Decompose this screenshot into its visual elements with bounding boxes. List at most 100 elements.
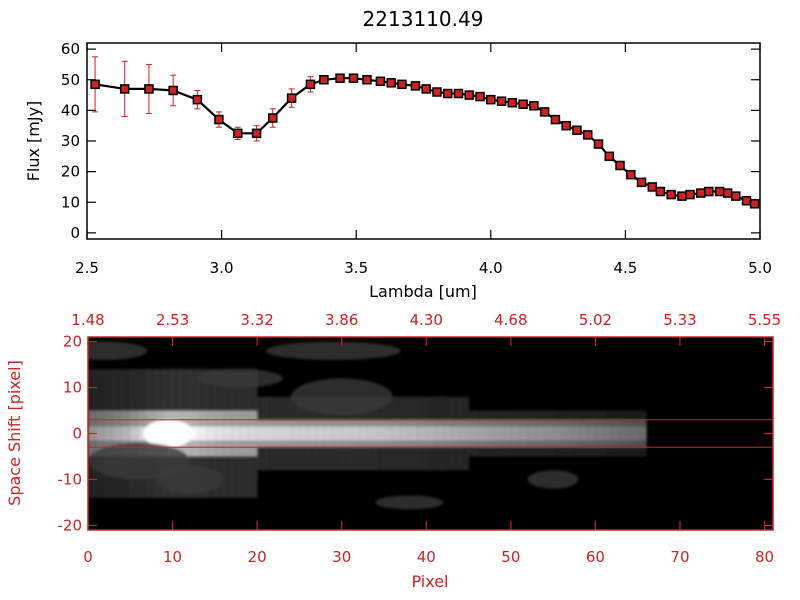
data-point: [685, 189, 695, 200]
data-point: [432, 87, 442, 97]
emission-trace: [88, 341, 647, 510]
spectrum-axes: [86, 42, 761, 240]
data-point: [741, 195, 752, 206]
image-y-tick-label: -20: [58, 516, 83, 534]
spectrum-x-axis-label: Lambda [um]: [369, 282, 477, 301]
data-point: [464, 90, 475, 100]
spectrum-y-tick-label: 0: [70, 224, 80, 242]
spectrum-x-tick-label: 3.5: [344, 259, 368, 277]
image-top-tick-label: 5.33: [663, 311, 696, 329]
image-x-tick-label: 0: [83, 548, 93, 566]
spectrum-x-tick-label: 4.5: [613, 259, 637, 277]
data-point: [604, 151, 614, 162]
data-point: [319, 75, 329, 85]
data-point: [615, 160, 625, 171]
spectrum-y-tick-label: 60: [61, 40, 80, 58]
data-point: [496, 96, 507, 106]
data-point: [626, 169, 636, 180]
data-point: [677, 191, 687, 201]
chart-title: 2213110.49: [363, 7, 484, 31]
image-x-tick-label: 60: [586, 548, 605, 566]
image-x-tick-label: 20: [248, 548, 267, 566]
data-point: [233, 128, 243, 139]
spectrum-x-tick-label: 2.5: [75, 259, 99, 277]
spectrum-plot-frame: [86, 42, 761, 240]
spectrum-error-bars: [92, 56, 758, 208]
data-point: [731, 191, 741, 201]
image-top-tick-label: 1.48: [71, 311, 104, 329]
spectrum-x-tick-label: 3.0: [210, 259, 234, 277]
data-point: [362, 75, 372, 85]
image-y-tick-label: 0: [72, 425, 82, 443]
spectrum-y-tick-label: 40: [61, 101, 80, 119]
data-point: [305, 79, 316, 90]
spectrum-x-tick-label: 5.0: [748, 259, 772, 277]
spectrum-y-tick-label: 20: [61, 163, 80, 181]
image-x-tick-label: 40: [417, 548, 436, 566]
spectrum-y-tick-label: 50: [61, 71, 80, 89]
data-point: [696, 188, 706, 198]
data-point: [410, 81, 421, 91]
spectrum-series-line: [94, 77, 755, 205]
series-line: [94, 77, 755, 205]
spectrum-y-tick-label: 30: [61, 132, 80, 150]
data-point: [397, 79, 407, 90]
spectrum-2d-image: [88, 337, 773, 530]
data-point: [539, 107, 550, 117]
data-point: [386, 78, 396, 88]
image-top-tick-label: 3.32: [240, 311, 273, 329]
extraction-aperture: [88, 419, 773, 448]
spectrum-y-ticks: 0 10 20 30 40 50 60: [61, 40, 760, 242]
data-point: [168, 85, 178, 96]
image-x-tick-label: 30: [332, 548, 351, 566]
data-point: [267, 113, 278, 123]
data-point: [561, 120, 571, 131]
data-point: [192, 94, 203, 105]
spectrum-markers: [90, 73, 760, 209]
spectrum-y-tick-label: 10: [61, 193, 80, 211]
data-point: [90, 79, 100, 90]
data-point: [749, 199, 760, 209]
data-point: [375, 76, 386, 87]
data-point: [647, 182, 658, 192]
data-point: [572, 125, 582, 136]
image-x-axis-label: Pixel: [411, 572, 448, 591]
data-point: [335, 73, 345, 83]
data-point: [714, 186, 725, 197]
image-top-wavelength-ticks: 1.48 2.53 3.32 3.86 4.30 4.68 5.02 5.33 5.55: [71, 311, 781, 329]
data-point: [636, 177, 647, 188]
data-point: [582, 130, 593, 140]
image-y-tick-label: 20: [63, 333, 82, 351]
data-point: [348, 73, 359, 83]
image-top-tick-label: 3.86: [325, 311, 358, 329]
data-point: [475, 91, 485, 102]
data-point: [655, 186, 666, 197]
data-point: [286, 93, 297, 103]
data-point: [550, 114, 561, 125]
data-point: [119, 84, 130, 94]
image-top-tick-label: 4.30: [410, 311, 443, 329]
data-point: [593, 139, 604, 149]
data-point: [486, 94, 496, 105]
data-point: [421, 84, 431, 94]
image-y-ticks: -20 -10 0 10 20: [58, 333, 773, 534]
image-y-axis-label: Space Shift [pixel]: [5, 360, 24, 506]
image-y-tick-label: -10: [58, 470, 83, 488]
image-x-tick-label: 50: [501, 548, 520, 566]
data-point: [442, 88, 453, 99]
image-top-tick-label: 2.53: [156, 311, 189, 329]
data-point: [666, 189, 676, 200]
data-point: [251, 128, 262, 139]
image-top-tick-label: 5.02: [579, 311, 612, 329]
data-point: [144, 84, 154, 94]
data-point: [453, 88, 464, 99]
spectrum-x-ticks: 2.5 3.0 3.5 4.0 4.5 5.0: [75, 43, 772, 277]
image-y-tick-label: 10: [63, 379, 82, 397]
data-point: [507, 97, 518, 108]
data-point: [518, 99, 528, 109]
image-top-tick-label: 5.55: [748, 311, 781, 329]
image-x-tick-label: 80: [755, 548, 774, 566]
data-point: [214, 114, 224, 125]
data-point: [529, 101, 539, 111]
